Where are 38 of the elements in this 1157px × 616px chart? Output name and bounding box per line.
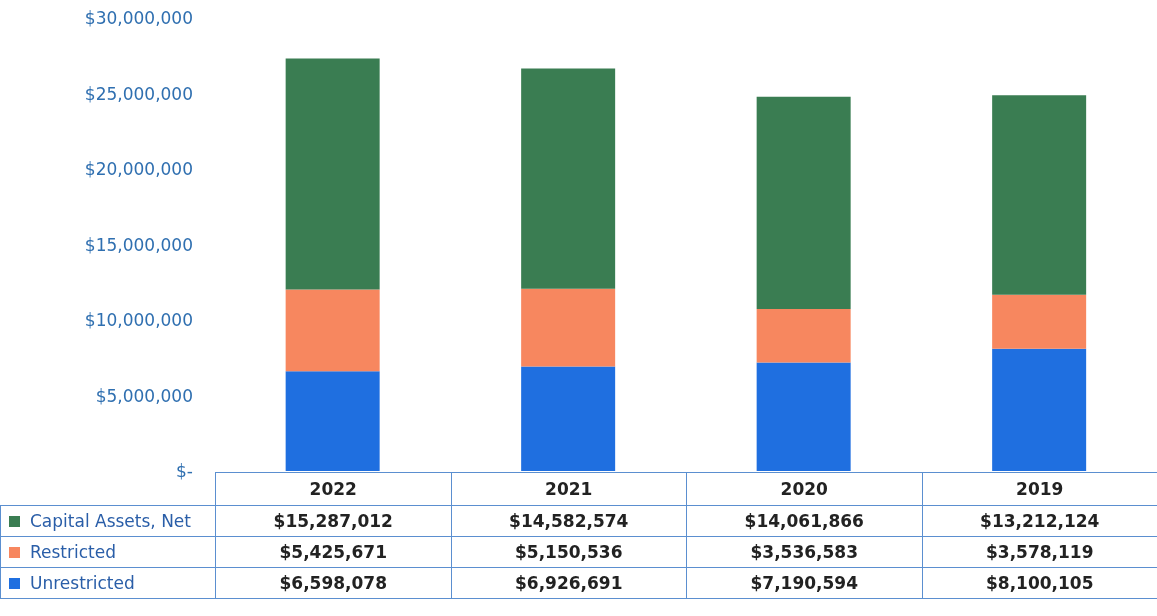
bar [521,68,616,289]
legend-label: Restricted [30,541,117,562]
x-tick-label: 2021 [451,472,687,505]
data-label: $7,190,594 [686,567,922,598]
bar [756,96,851,310]
bar [756,362,851,471]
data-label: $13,212,124 [922,505,1157,536]
data-label: $5,150,536 [451,536,687,567]
y-tick-label: $30,000,000 [84,8,193,29]
bar [521,288,616,367]
data-label: $5,425,671 [215,536,451,567]
data-label: $15,287,012 [215,505,451,536]
bar [285,371,380,471]
data-label: $3,578,119 [922,536,1157,567]
y-tick-label: $15,000,000 [84,234,193,255]
bar [992,95,1087,295]
bar [285,58,380,290]
y-tick-label: $10,000,000 [84,310,193,331]
x-tick-label: 2022 [215,472,451,505]
bar [992,294,1087,349]
data-label: $8,100,105 [922,567,1157,598]
data-label: $3,536,583 [686,536,922,567]
data-label: $14,582,574 [451,505,687,536]
data-label: $6,598,078 [215,567,451,598]
y-tick-label: $20,000,000 [84,159,193,180]
y-tick-label: $25,000,000 [84,83,193,104]
bar [285,289,380,372]
legend-label: Unrestricted [30,572,135,593]
y-tick-label: $5,000,000 [95,385,193,406]
x-tick-label: 2019 [922,472,1157,505]
legend-label: Capital Assets, Net [30,510,191,531]
bar [756,309,851,363]
data-label: $14,061,866 [686,505,922,536]
bar [521,366,616,471]
y-tick-label: $- [176,461,193,482]
x-tick-label: 2020 [686,472,922,505]
bar [992,348,1087,471]
data-label: $6,926,691 [451,567,687,598]
